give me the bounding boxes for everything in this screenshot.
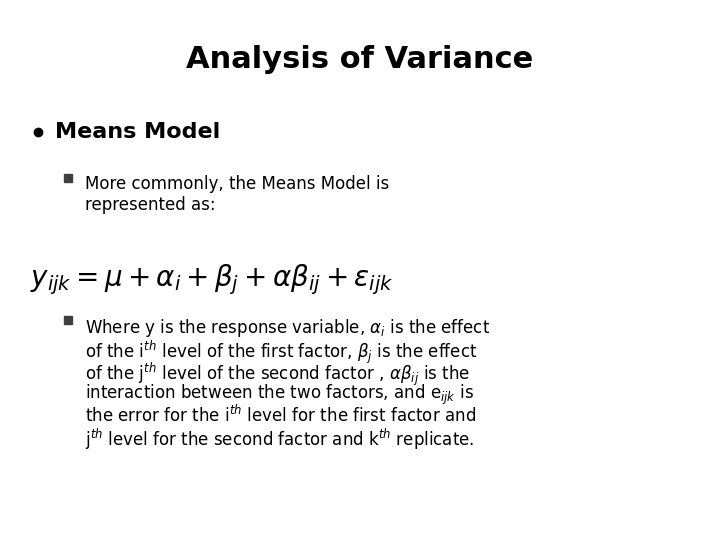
- Text: More commonly, the Means Model is: More commonly, the Means Model is: [85, 175, 390, 193]
- Text: the error for the i$^{th}$ level for the first factor and: the error for the i$^{th}$ level for the…: [85, 405, 476, 426]
- Text: j$^{th}$ level for the second factor and k$^{th}$ replicate.: j$^{th}$ level for the second factor and…: [85, 427, 474, 452]
- Text: Means Model: Means Model: [55, 122, 220, 142]
- Text: interaction between the two factors, and e$_{ijk}$ is: interaction between the two factors, and…: [85, 383, 474, 407]
- Text: $y_{ijk} = \mu + \alpha_i + \beta_j + \alpha\beta_{ij} + \varepsilon_{ijk}$: $y_{ijk} = \mu + \alpha_i + \beta_j + \a…: [30, 262, 394, 296]
- Text: Where y is the response variable, $\alpha_i$ is the effect: Where y is the response variable, $\alph…: [85, 317, 490, 339]
- Text: Analysis of Variance: Analysis of Variance: [186, 45, 534, 74]
- Text: represented as:: represented as:: [85, 196, 215, 214]
- Text: of the j$^{th}$ level of the second factor , $\alpha\beta_{ij}$ is the: of the j$^{th}$ level of the second fact…: [85, 361, 470, 388]
- Text: of the i$^{th}$ level of the first factor, $\beta_j$ is the effect: of the i$^{th}$ level of the first facto…: [85, 339, 477, 367]
